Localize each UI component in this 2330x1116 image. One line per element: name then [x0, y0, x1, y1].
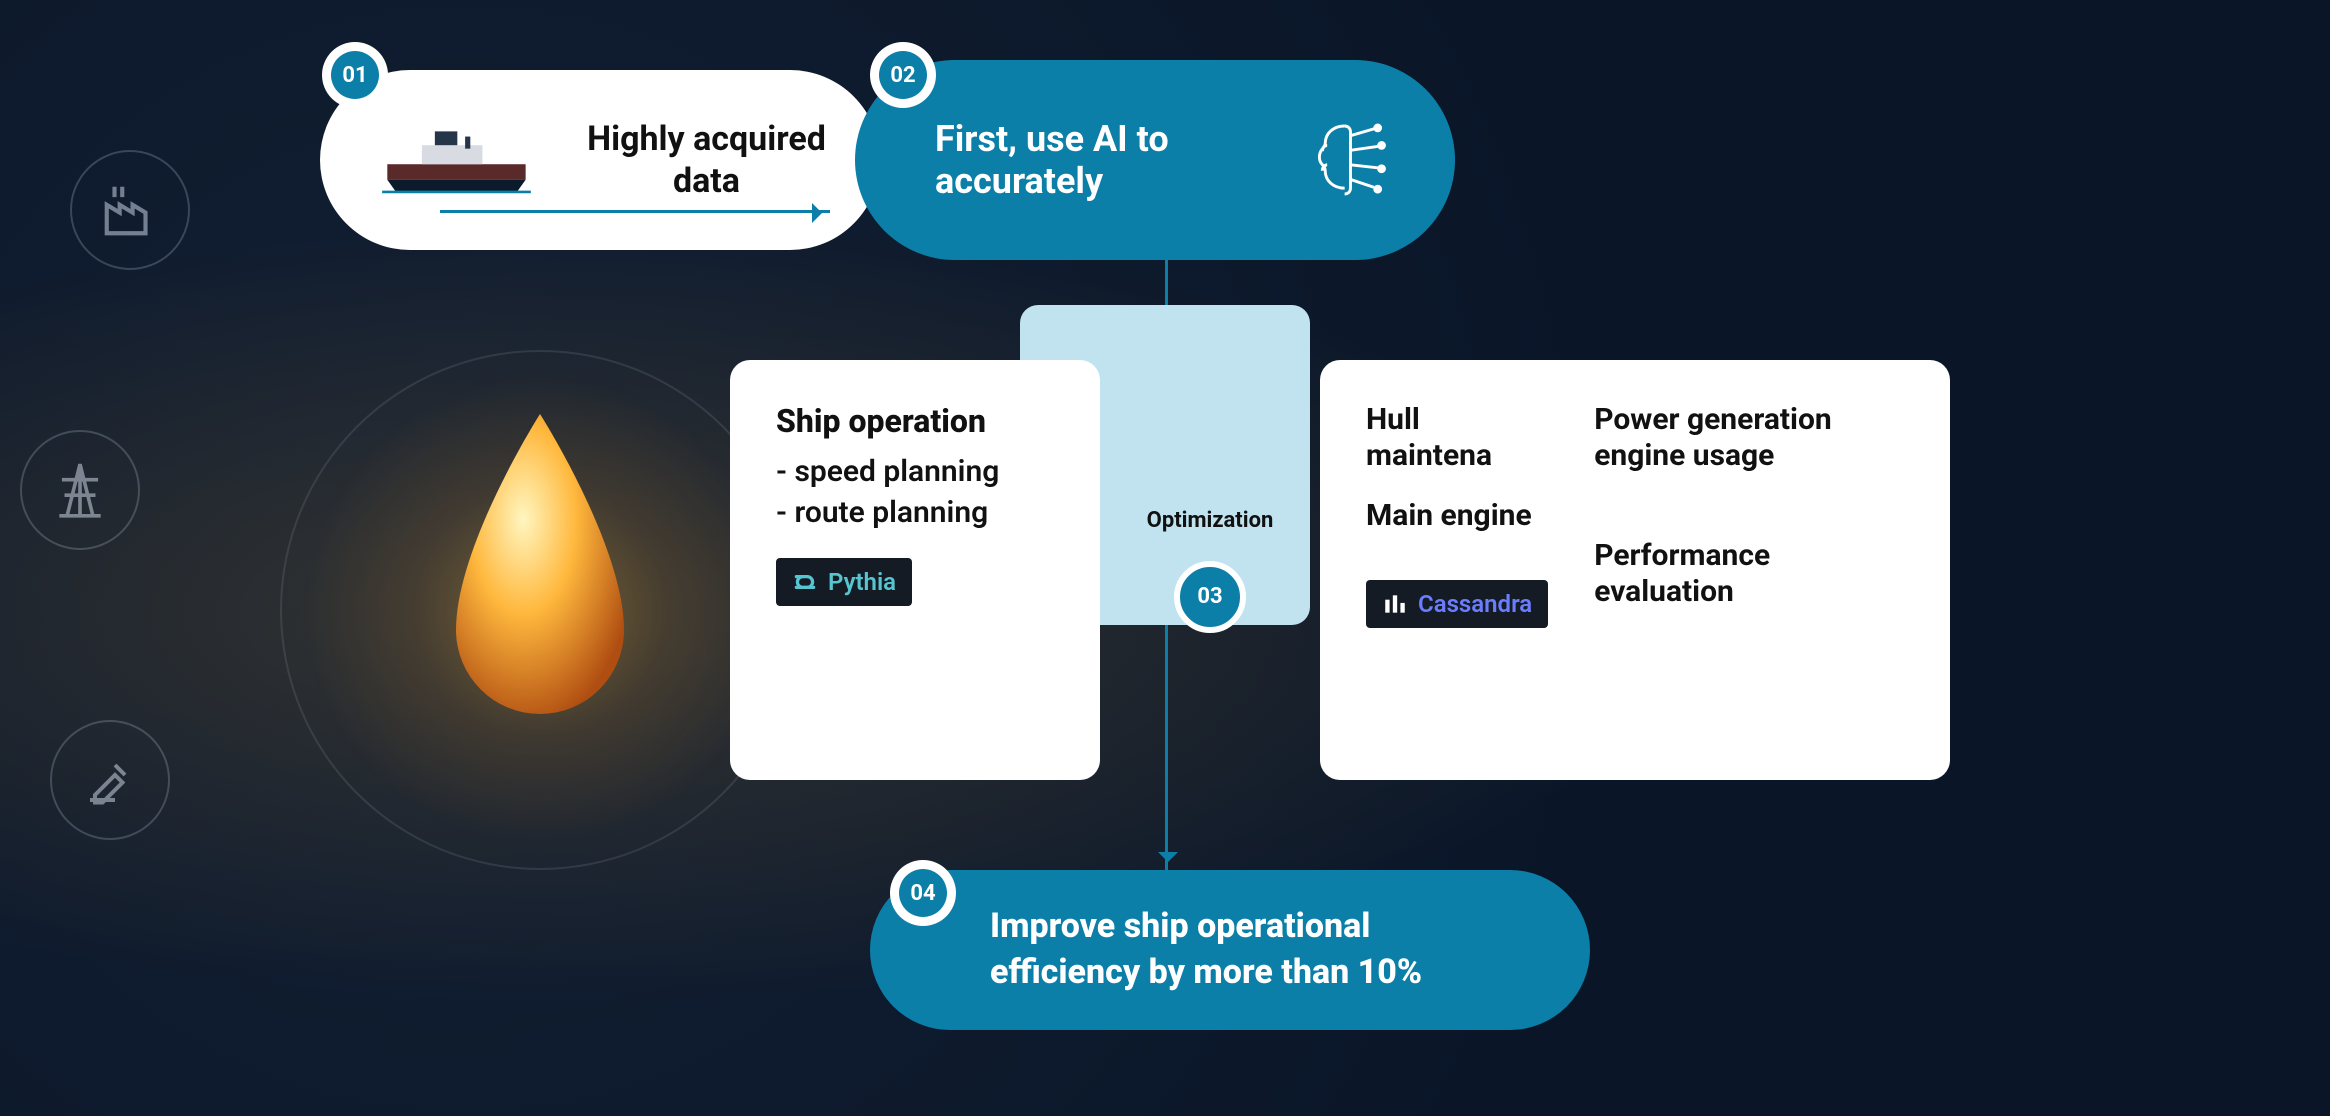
right-col1-item-1: Hull maintena	[1366, 402, 1548, 474]
pythia-icon	[792, 569, 818, 595]
step-2-text: First, use AI to accurately	[935, 118, 1298, 202]
optimization-label: Optimization	[1147, 508, 1274, 533]
right-col1-item-2: Main engine	[1366, 498, 1548, 534]
right-col2-item-2: Performance evaluation	[1594, 538, 1904, 610]
step-4-pill: Improve ship operational efficiency by m…	[870, 870, 1590, 1030]
step-3-row: Ship operation - speed planning - route …	[730, 360, 1960, 780]
ship-icon	[370, 121, 543, 199]
card-left-title: Ship operation	[776, 402, 1054, 440]
right-col2-item-1: Power generation engine usage	[1594, 402, 1904, 474]
step-1-text: Highly acquired data	[583, 118, 830, 203]
factory-icon	[70, 150, 190, 270]
connector-3-to-4: .conn-v[data-name="connector-3-to-4"]::a…	[1165, 625, 1168, 870]
card-left-line-2: - route planning	[776, 495, 1054, 530]
card-right: Hull maintena Main engine Cassandra Powe…	[1320, 360, 1950, 780]
step-3-badge: 03	[1174, 561, 1246, 633]
step-4-badge: 04	[890, 860, 956, 926]
step-2-badge: 02	[870, 42, 936, 108]
cassandra-logo: Cassandra	[1366, 580, 1548, 628]
optimization-mid: Optimization 03	[1100, 360, 1320, 780]
step-1-pill: Highly acquired data	[320, 70, 880, 250]
step-1-badge: 01	[322, 42, 388, 108]
step-1-arrow: .arrow-h[data-name="step-1-arrow"]::afte…	[440, 210, 830, 213]
card-left-line-1: - speed planning	[776, 454, 1054, 489]
fuel-nozzle-icon	[50, 720, 170, 840]
step-4-text: Improve ship operational efficiency by m…	[990, 904, 1520, 996]
cassandra-icon	[1382, 591, 1408, 617]
step-2-pill: First, use AI to accurately	[855, 60, 1455, 260]
droplet-icon	[420, 400, 660, 740]
brain-ai-icon	[1298, 105, 1395, 215]
diagram-canvas: Highly acquired data .arrow-h[data-name=…	[0, 0, 2330, 1116]
pythia-logo: Pythia	[776, 558, 912, 606]
card-ship-operation: Ship operation - speed planning - route …	[730, 360, 1100, 780]
power-tower-icon	[20, 430, 140, 550]
